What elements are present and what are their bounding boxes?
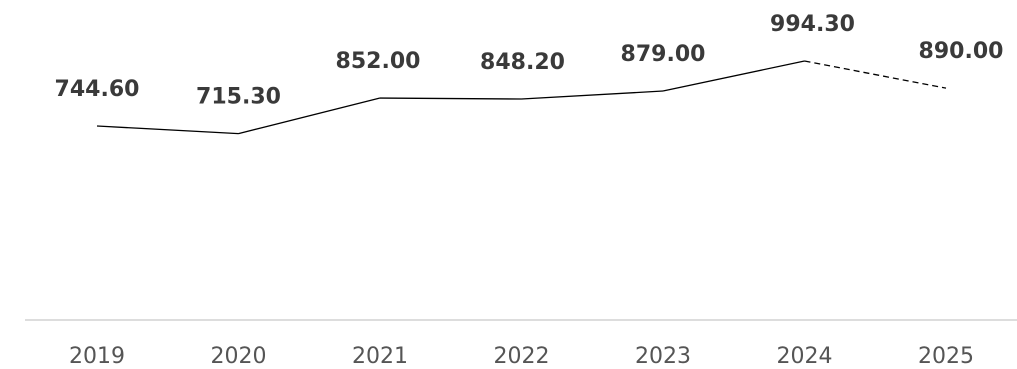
x-tick-label-2022: 2022 (494, 344, 550, 369)
x-tick-label-2025: 2025 (918, 344, 974, 369)
series-line-group (96, 60, 947, 135)
x-tick-label-2024: 2024 (777, 344, 833, 369)
x-tick-label-2020: 2020 (211, 344, 267, 369)
data-label-2024: 994.30 (770, 12, 855, 37)
data-label-2021: 852.00 (336, 49, 421, 74)
projected-line-segment (804, 60, 947, 89)
line-segment (379, 97, 522, 100)
data-label-2022: 848.20 (480, 50, 565, 75)
data-label-2025: 890.00 (919, 39, 1004, 64)
line-segment (238, 97, 381, 135)
x-axis-ticks-group: 2019 2020 2021 2022 2023 2024 2025 (69, 344, 974, 369)
line-segment (662, 60, 805, 92)
line-segment (96, 125, 239, 135)
x-tick-label-2023: 2023 (635, 344, 691, 369)
data-label-2020: 715.30 (196, 85, 281, 110)
line-segment (521, 90, 664, 100)
data-label-2023: 879.00 (621, 42, 706, 67)
x-tick-label-2021: 2021 (352, 344, 408, 369)
data-label-2019: 744.60 (55, 77, 140, 102)
x-tick-label-2019: 2019 (69, 344, 125, 369)
data-labels-group: 744.60 715.30 852.00 848.20 879.00 994.30 890.… (55, 12, 1004, 110)
